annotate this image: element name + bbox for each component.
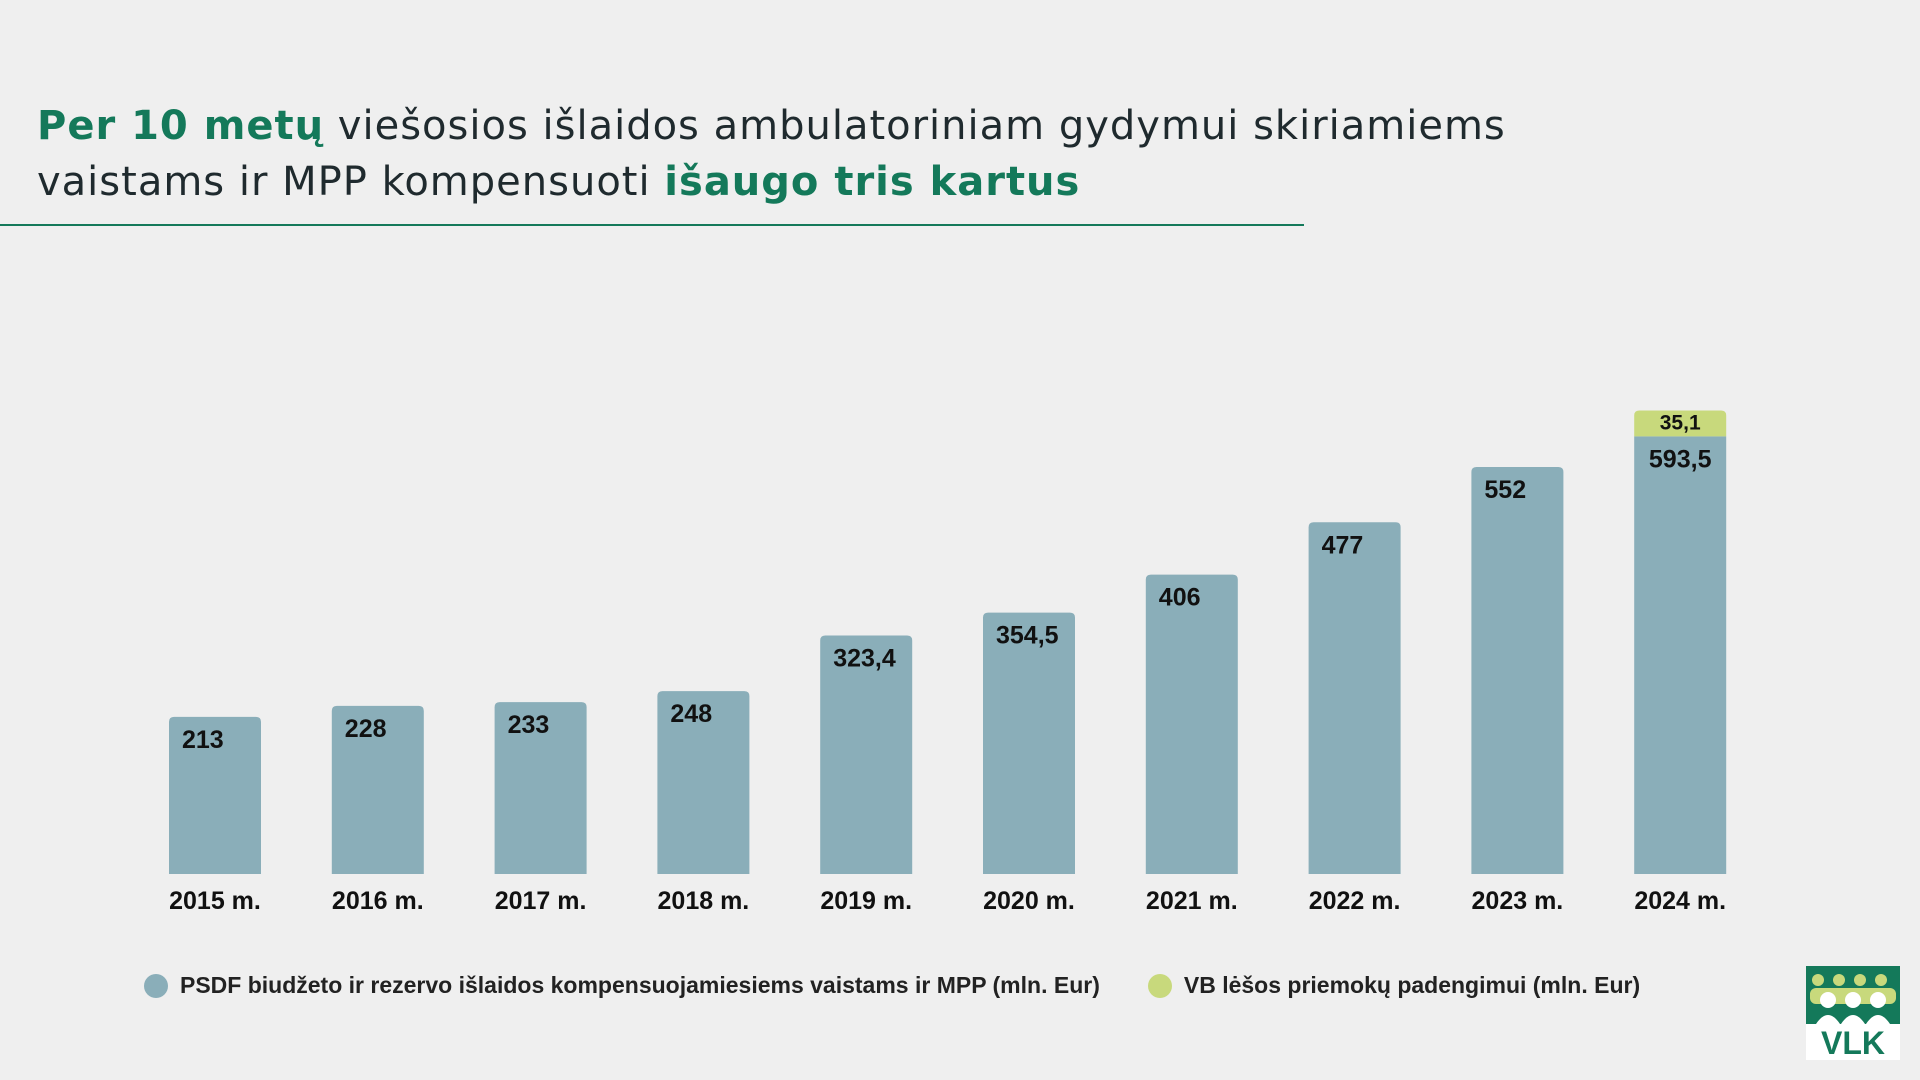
bar-psdf-2023 [1471,466,1564,874]
data-label-psdf-2015: 213 [182,726,224,754]
bar-psdf-2016 [331,705,424,874]
vlk-logo: VLK [1806,966,1900,1060]
data-label-psdf-2022: 477 [1322,531,1364,559]
legend-swatch-psdf [144,973,168,998]
svg-text:VLK: VLK [1821,1025,1885,1060]
bar-psdf-2021 [1145,574,1238,874]
x-tick-label: 2018 m. [658,887,750,915]
title-divider [0,224,1304,226]
x-tick-label: 2021 m. [1146,887,1238,915]
bar-chart: 213 2015 m. 228 2016 m. 233 2017 m. 248 2018 m.… [169,410,1727,915]
x-tick-label: 2015 m. [169,887,261,915]
bar-psdf-2022 [1308,522,1401,874]
data-label-psdf-2016: 228 [345,715,387,743]
data-label-psdf-2019: 323,4 [833,645,896,673]
x-tick-label: 2020 m. [983,887,1075,915]
x-tick-label: 2019 m. [820,887,912,915]
x-tick-label: 2017 m. [495,887,587,915]
data-label-psdf-2023: 552 [1484,476,1526,504]
data-label-psdf-2017: 233 [508,711,550,739]
title-text: viešosios išlaidos ambulatoriniam gydymu… [37,103,1506,205]
chart-legend: PSDF biudžeto ir rezervo išlaidos kompen… [144,972,1688,999]
bar-psdf-2019 [820,635,913,874]
bar-psdf-2024 [1634,436,1727,874]
legend-label-psdf: PSDF biudžeto ir rezervo išlaidos kompen… [180,972,1100,998]
legend-item-vb: VB lėšos priemokų padengimui (mln. Eur) [1147,972,1641,999]
legend-swatch-vb [1147,973,1172,998]
x-tick-label: 2023 m. [1472,887,1564,915]
title-highlight-end: išaugo tris kartus [664,159,1081,205]
x-tick-label: 2022 m. [1309,887,1401,915]
title-highlight-start: Per 10 metų [37,103,325,149]
data-label-vb-2024: 35,1 [1660,411,1701,434]
legend-label-vb: VB lėšos priemokų padengimui (mln. Eur) [1183,972,1641,998]
data-label-psdf-2021: 406 [1159,584,1201,612]
bar-psdf-2020 [983,612,1075,874]
bar-psdf-2018 [657,691,750,874]
x-tick-label: 2016 m. [332,887,424,915]
data-label-psdf-2018: 248 [670,700,712,728]
page-title: Per 10 metų viešosios išlaidos ambulator… [37,98,1537,210]
bar-vb-2024 [1634,410,1727,437]
x-tick-label: 2024 m. [1634,887,1726,915]
bar-psdf-2015 [169,716,261,874]
legend-item-psdf: PSDF biudžeto ir rezervo išlaidos kompen… [144,972,1100,999]
data-label-psdf-2024: 593,5 [1649,445,1712,473]
bar-psdf-2017 [494,702,587,874]
data-label-psdf-2020: 354,5 [996,622,1059,650]
